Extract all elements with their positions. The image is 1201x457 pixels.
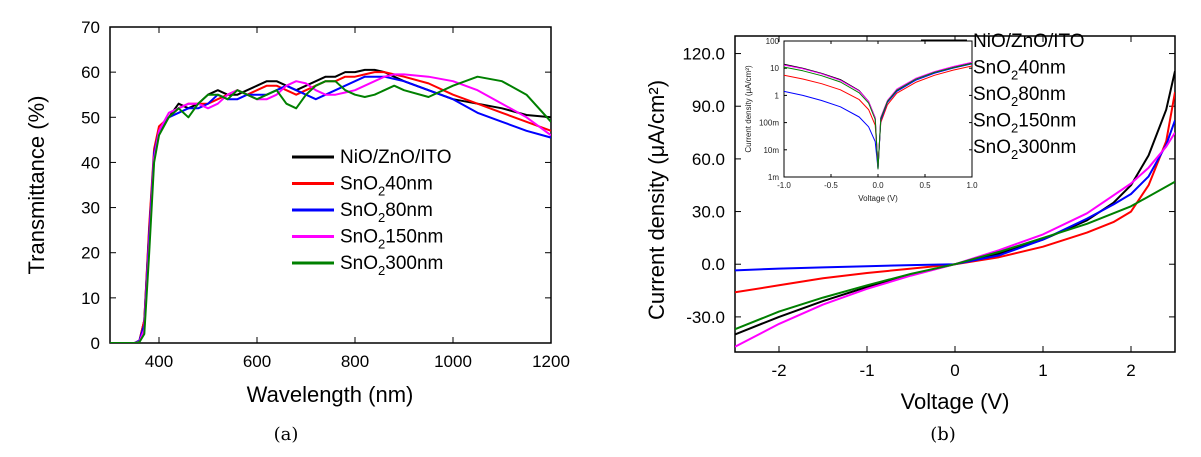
y-tick-label: 60.0 <box>692 150 725 169</box>
y-tick-label: 50 <box>81 108 100 127</box>
y-tick-label: 1 <box>775 91 780 100</box>
x-tick-label: 800 <box>341 352 369 371</box>
y-tick-label: 60 <box>81 63 100 82</box>
inset-frame <box>783 40 973 178</box>
y-tick-label: 10m <box>763 146 779 155</box>
x-tick-label: 0.5 <box>919 181 931 190</box>
x-tick-label: -0.5 <box>824 181 838 190</box>
x-tick-label: -1 <box>859 361 874 380</box>
x-tick-label: -2 <box>771 361 786 380</box>
panel-b-caption: (b) <box>930 424 956 445</box>
panel-a-x-axis-title: Wavelength (nm) <box>247 382 414 407</box>
y-tick-label: 30 <box>81 199 100 218</box>
legend-entry: SnO240nm <box>340 174 433 199</box>
series-line <box>735 119 1175 272</box>
panel-b-y-axis-title: Current density (μA/cm²) <box>644 80 669 320</box>
x-tick-label: 0 <box>950 361 959 380</box>
series-line <box>110 73 551 343</box>
panel-b-chart: -2 -1 0 1 2 -30.0 0.0 30.0 60.0 90.0 120.0 NiO/ZnO… <box>644 31 1176 445</box>
legend-entry: NiO/ZnO/ITO <box>973 31 1085 52</box>
panel-a-caption: (a) <box>274 424 299 445</box>
y-tick-label: -30.0 <box>686 308 725 327</box>
y-tick-label: 100 <box>766 37 780 46</box>
y-tick-label: 70 <box>81 18 100 37</box>
series-line <box>110 71 551 343</box>
y-tick-label: 90.0 <box>692 97 725 116</box>
x-tick-label: 600 <box>243 352 271 371</box>
panel-a-chart: 400 600 800 1000 1200 0 10 20 30 40 50 60 70 NiO/ZnO… <box>24 18 570 445</box>
legend-entry: SnO280nm <box>340 200 433 225</box>
x-tick-label: -1.0 <box>777 181 791 190</box>
series-line <box>735 92 1175 294</box>
y-tick-label: 20 <box>81 244 100 263</box>
y-tick-label: 10 <box>770 64 779 73</box>
series-line <box>735 180 1175 331</box>
y-tick-label: 10 <box>81 289 100 308</box>
panel-a-frame <box>109 26 552 344</box>
x-tick-label: 400 <box>145 352 173 371</box>
y-tick-label: 30.0 <box>692 203 725 222</box>
y-tick-label: 0 <box>91 334 100 353</box>
legend-entry: SnO2150nm <box>340 227 443 252</box>
panel-b-inset-chart: -1.0 -0.5 0.0 0.5 1.0 1m 10m 100m 1 10 100 Voltage… <box>744 37 978 203</box>
legend-entry: SnO2300nm <box>340 253 443 278</box>
series-line <box>110 75 551 343</box>
x-tick-label: 1000 <box>434 352 472 371</box>
inset-y-axis-title: Current density (μA/cm²) <box>744 65 753 153</box>
series-line <box>784 62 972 170</box>
y-tick-label: 1m <box>768 173 779 182</box>
panel-b-x-axis-title: Voltage (V) <box>901 389 1010 414</box>
series-line <box>735 132 1175 348</box>
x-tick-label: 1.0 <box>966 181 978 190</box>
x-tick-label: 1200 <box>532 352 570 371</box>
legend-entry: SnO2150nm <box>973 111 1076 136</box>
legend-entry: SnO2300nm <box>973 137 1076 162</box>
x-tick-label: 2 <box>1126 361 1135 380</box>
panel-a-y-axis-title: Transmittance (%) <box>24 96 49 275</box>
legend-entry: NiO/ZnO/ITO <box>340 147 452 168</box>
x-tick-label: 1 <box>1038 361 1047 380</box>
x-tick-label: 0.0 <box>872 181 884 190</box>
inset-x-axis-title: Voltage (V) <box>858 194 898 203</box>
y-tick-label: 0.0 <box>701 255 725 274</box>
y-tick-label: 40 <box>81 153 100 172</box>
legend-entry: SnO280nm <box>973 84 1066 109</box>
y-tick-label: 100m <box>759 119 779 128</box>
y-tick-label: 120.0 <box>682 45 725 64</box>
legend-entry: SnO240nm <box>973 58 1066 83</box>
